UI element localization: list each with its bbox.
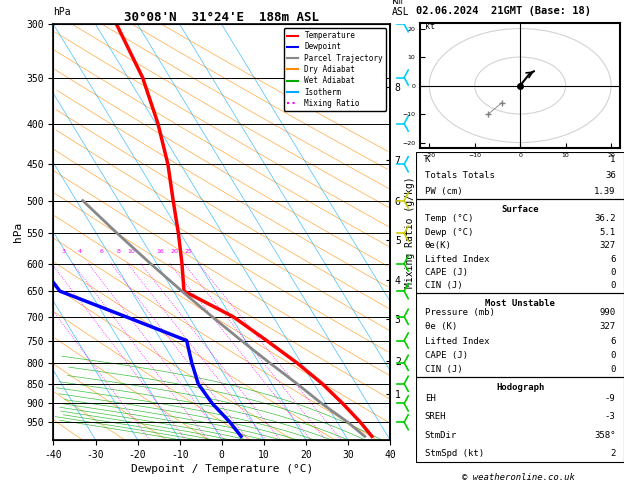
Text: 10: 10 (128, 249, 135, 254)
Bar (416, 293, 624, 377)
Text: 2: 2 (610, 449, 616, 458)
Text: Pressure (mb): Pressure (mb) (425, 308, 494, 317)
Bar (416, 199, 624, 293)
Text: 3: 3 (62, 249, 66, 254)
Text: Totals Totals: Totals Totals (425, 171, 494, 180)
Text: Temp (°C): Temp (°C) (425, 214, 473, 223)
Bar (416, 377, 624, 462)
Text: Surface: Surface (501, 205, 539, 214)
Text: © weatheronline.co.uk: © weatheronline.co.uk (462, 473, 576, 482)
Text: 327: 327 (599, 323, 616, 331)
Text: 6: 6 (610, 255, 616, 263)
Text: 0: 0 (610, 268, 616, 277)
Text: θe(K): θe(K) (425, 241, 452, 250)
Text: 36.2: 36.2 (594, 214, 616, 223)
Legend: Temperature, Dewpoint, Parcel Trajectory, Dry Adiabat, Wet Adiabat, Isotherm, Mi: Temperature, Dewpoint, Parcel Trajectory… (284, 28, 386, 111)
Text: 36: 36 (605, 171, 616, 180)
Text: hPa: hPa (53, 7, 71, 17)
Bar (416, 152, 624, 199)
Text: 4: 4 (77, 249, 81, 254)
Text: Lifted Index: Lifted Index (425, 337, 489, 346)
Text: θe (K): θe (K) (425, 323, 457, 331)
Y-axis label: hPa: hPa (13, 222, 23, 242)
Text: kt: kt (425, 21, 435, 31)
Text: Lifted Index: Lifted Index (425, 255, 489, 263)
Text: km
ASL: km ASL (392, 0, 409, 17)
Text: 1: 1 (610, 156, 616, 164)
Text: 0: 0 (610, 351, 616, 360)
Text: StmDir: StmDir (425, 431, 457, 440)
Text: EH: EH (425, 394, 435, 403)
Text: CAPE (J): CAPE (J) (425, 268, 468, 277)
Text: 327: 327 (599, 241, 616, 250)
Text: K: K (425, 156, 430, 164)
Text: CIN (J): CIN (J) (425, 365, 462, 374)
Y-axis label: Mixing Ratio (g/kg): Mixing Ratio (g/kg) (405, 176, 415, 288)
Text: 8: 8 (116, 249, 120, 254)
Text: 02.06.2024  21GMT (Base: 18): 02.06.2024 21GMT (Base: 18) (416, 5, 591, 16)
Text: 1.39: 1.39 (594, 187, 616, 196)
Text: 16: 16 (157, 249, 164, 254)
Text: 20: 20 (170, 249, 179, 254)
Text: 0: 0 (610, 281, 616, 291)
Text: PW (cm): PW (cm) (425, 187, 462, 196)
Text: SREH: SREH (425, 413, 446, 421)
Text: CIN (J): CIN (J) (425, 281, 462, 291)
Text: 5.1: 5.1 (599, 227, 616, 237)
Text: 6: 6 (610, 337, 616, 346)
Text: 358°: 358° (594, 431, 616, 440)
Text: StmSpd (kt): StmSpd (kt) (425, 449, 484, 458)
Text: 25: 25 (185, 249, 192, 254)
Text: Most Unstable: Most Unstable (485, 298, 555, 308)
Text: -9: -9 (605, 394, 616, 403)
Text: CAPE (J): CAPE (J) (425, 351, 468, 360)
X-axis label: Dewpoint / Temperature (°C): Dewpoint / Temperature (°C) (131, 464, 313, 474)
Text: 0: 0 (610, 365, 616, 374)
Title: 30°08'N  31°24'E  188m ASL: 30°08'N 31°24'E 188m ASL (124, 11, 320, 24)
Text: Dewp (°C): Dewp (°C) (425, 227, 473, 237)
Text: -3: -3 (605, 413, 616, 421)
Text: 6: 6 (100, 249, 104, 254)
Text: 990: 990 (599, 308, 616, 317)
Text: Hodograph: Hodograph (496, 382, 544, 392)
